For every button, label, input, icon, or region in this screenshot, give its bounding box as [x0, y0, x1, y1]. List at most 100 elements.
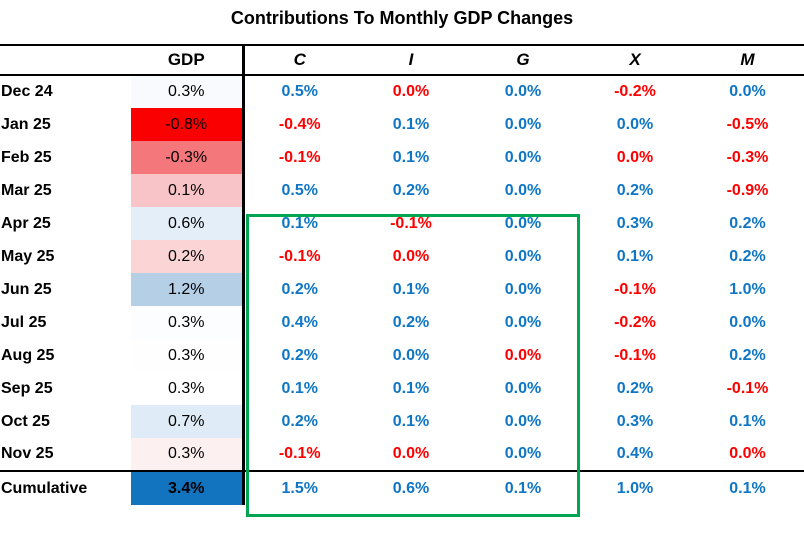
i-value-cell: 0.2%	[392, 181, 430, 199]
header-c: C	[243, 44, 355, 76]
c-value-cell: -0.4%	[278, 115, 321, 133]
i-value-cell: 0.1%	[392, 148, 430, 166]
m-value-cell: 0.0%	[729, 313, 766, 331]
gdp-value-cell: 0.3%	[131, 75, 245, 108]
x-value-cell: -0.2%	[614, 313, 656, 331]
gdp-value-cell: 0.3%	[131, 339, 245, 372]
i-value-cell: 0.0%	[392, 346, 430, 364]
row-label: Nov 25	[1, 445, 54, 462]
table-row: Jun 25 1.2% 0.2% 0.1% 0.0% -0.1% 1.0%	[0, 273, 804, 306]
row-label: Dec 24	[1, 83, 53, 100]
i-value-cell: 0.0%	[392, 247, 430, 265]
g-value-cell: 0.0%	[504, 115, 542, 133]
gdp-value-cell: 0.7%	[131, 405, 245, 438]
page-title: Contributions To Monthly GDP Changes	[230, 8, 574, 28]
gdp-value-cell: 0.1%	[131, 174, 245, 207]
x-value-cell: 0.0%	[616, 115, 654, 133]
gdp-contributions-table: GDP C I G X M Dec 24 0.3% 0.5% 0.0% 0.0%…	[0, 44, 804, 505]
x-value-cell: 0.2%	[616, 379, 654, 397]
row-label: Sep 25	[1, 379, 53, 397]
g-value-cell: 0.0%	[504, 445, 542, 462]
m-value-cell: 0.1%	[691, 470, 804, 505]
gdp-value-cell: 0.3%	[131, 438, 245, 471]
table-row: Jan 25 -0.8% -0.4% 0.1% 0.0% 0.0% -0.5%	[0, 108, 804, 141]
m-value-cell: 0.1%	[729, 412, 766, 430]
gdp-value-cell: 0.2%	[131, 240, 245, 273]
x-value-cell: 0.4%	[616, 445, 654, 462]
x-value-cell: 0.2%	[616, 181, 654, 199]
table-row: Feb 25 -0.3% -0.1% 0.1% 0.0% 0.0% -0.3%	[0, 141, 804, 174]
i-value-cell: 0.0%	[392, 445, 430, 462]
row-label: Jan 25	[1, 115, 51, 133]
gdp-value-cell: 3.4%	[131, 470, 245, 505]
m-value-cell: -0.1%	[726, 379, 769, 397]
i-value-cell: 0.6%	[355, 470, 467, 505]
table-row: Aug 25 0.3% 0.2% 0.0% 0.0% -0.1% 0.2%	[0, 339, 804, 372]
m-value-cell: 0.2%	[729, 346, 766, 364]
i-value-cell: 0.0%	[392, 83, 430, 100]
row-label: Apr 25	[1, 214, 51, 232]
row-label: Jun 25	[1, 280, 52, 298]
header-gdp: GDP	[131, 44, 245, 76]
m-value-cell: -0.5%	[726, 115, 769, 133]
row-label: Mar 25	[1, 181, 52, 199]
table-row: Apr 25 0.6% 0.1% -0.1% 0.0% 0.3% 0.2%	[0, 207, 804, 240]
i-value-cell: 0.2%	[392, 313, 430, 331]
m-value-cell: -0.3%	[726, 148, 769, 166]
row-label: Cumulative	[0, 470, 131, 505]
m-value-cell: 1.0%	[729, 280, 766, 298]
row-label: Feb 25	[1, 148, 52, 166]
gdp-value-cell: 0.3%	[131, 372, 245, 405]
g-value-cell: 0.0%	[504, 214, 542, 232]
i-value-cell: 0.1%	[392, 412, 430, 430]
x-value-cell: 0.3%	[616, 412, 654, 430]
c-value-cell: 0.4%	[281, 313, 318, 331]
g-value-cell: 0.0%	[504, 148, 542, 166]
table-row: Mar 25 0.1% 0.5% 0.2% 0.0% 0.2% -0.9%	[0, 174, 804, 207]
c-value-cell: 0.2%	[281, 412, 318, 430]
row-label: Oct 25	[1, 412, 50, 430]
cumulative-row: Cumulative 3.4% 1.5% 0.6% 0.1% 1.0% 0.1%	[0, 470, 804, 505]
i-value-cell: 0.1%	[392, 379, 430, 397]
x-value-cell: -0.1%	[614, 346, 656, 364]
x-value-cell: 0.0%	[616, 148, 654, 166]
i-value-cell: 0.1%	[392, 280, 430, 298]
table-row: Oct 25 0.7% 0.2% 0.1% 0.0% 0.3% 0.1%	[0, 405, 804, 438]
m-value-cell: -0.9%	[726, 181, 769, 199]
header-i: I	[355, 44, 467, 76]
g-value-cell: 0.0%	[504, 346, 542, 364]
c-value-cell: 0.5%	[281, 83, 318, 100]
g-value-cell: 0.0%	[504, 280, 542, 298]
g-value-cell: 0.1%	[467, 470, 579, 505]
gdp-value-cell: -0.8%	[131, 108, 245, 141]
m-value-cell: 0.2%	[729, 247, 766, 265]
table-row: Nov 25 0.3% -0.1% 0.0% 0.0% 0.4% 0.0%	[0, 438, 804, 471]
row-label: Jul 25	[1, 313, 47, 331]
m-value-cell: 0.2%	[729, 214, 766, 232]
gdp-value-cell: 0.3%	[131, 306, 245, 339]
row-label: May 25	[1, 247, 55, 265]
m-value-cell: 0.0%	[729, 445, 766, 462]
row-label: Aug 25	[1, 346, 55, 364]
header-blank	[0, 44, 131, 76]
c-value-cell: 0.1%	[281, 379, 318, 397]
c-value-cell: 0.5%	[281, 181, 318, 199]
x-value-cell: -0.2%	[614, 83, 656, 100]
c-value-cell: 0.2%	[281, 280, 318, 298]
header-g: G	[467, 44, 579, 76]
x-value-cell: 0.3%	[616, 214, 654, 232]
c-value-cell: -0.1%	[278, 247, 321, 265]
g-value-cell: 0.0%	[504, 412, 542, 430]
g-value-cell: 0.0%	[504, 83, 542, 100]
g-value-cell: 0.0%	[504, 379, 542, 397]
header-x: X	[579, 44, 691, 76]
g-value-cell: 0.0%	[504, 247, 542, 265]
table-row: Dec 24 0.3% 0.5% 0.0% 0.0% -0.2% 0.0%	[0, 75, 804, 108]
c-value-cell: 0.1%	[281, 214, 318, 232]
i-value-cell: -0.1%	[390, 214, 432, 232]
m-value-cell: 0.0%	[729, 83, 766, 100]
gdp-value-cell: 0.6%	[131, 207, 245, 240]
g-value-cell: 0.0%	[504, 313, 542, 331]
c-value-cell: 0.2%	[281, 346, 318, 364]
gdp-value-cell: 1.2%	[131, 273, 245, 306]
